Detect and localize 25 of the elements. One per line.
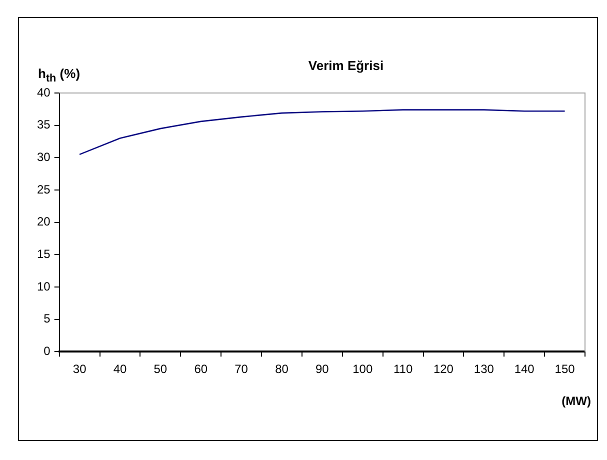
y-tick-label: 35 (36, 118, 51, 132)
x-axis-title: (MW) (562, 394, 591, 408)
y-axis-title: h$_{th}$ (%) (38, 66, 80, 85)
x-tick-label: 130 (474, 362, 494, 376)
chart-title: Verim Eğrisi (307, 58, 385, 73)
y-tick-label: 5 (44, 312, 51, 326)
y-tick-label: 0 (44, 344, 51, 358)
y-tick-label: 10 (36, 279, 51, 294)
x-tick-label: 40 (113, 362, 127, 376)
x-tick-label: 60 (194, 362, 208, 376)
x-tick-label: 150 (554, 362, 576, 376)
x-tick-label: 110 (393, 362, 413, 376)
x-tick-label: 140 (514, 362, 535, 376)
x-tick-label: 50 (154, 362, 168, 376)
y-tick-label: 30 (36, 150, 51, 164)
x-tick-label: 30 (72, 362, 87, 376)
y-tick-label: 25 (36, 182, 51, 196)
x-tick-label: 80 (275, 362, 289, 376)
x-tick-label: 120 (433, 362, 454, 376)
x-tick-label: 70 (234, 362, 248, 376)
x-tick-label: 90 (315, 362, 330, 376)
y-tick-label: 20 (36, 214, 51, 229)
y-tick-label: 40 (36, 85, 51, 100)
x-tick-label: 100 (352, 362, 373, 376)
y-tick-label: 15 (36, 246, 51, 261)
